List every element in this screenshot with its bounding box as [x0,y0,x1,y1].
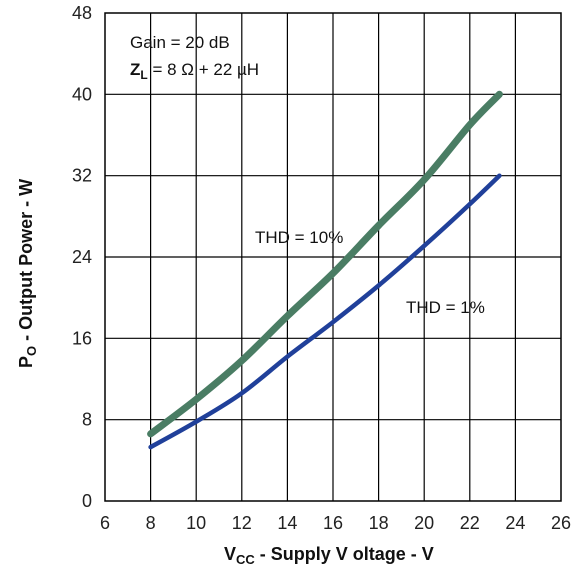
series-line-thd-1 [148,173,502,450]
x-tick-label-20: 20 [414,513,434,533]
x-axis-title: VCC - Supply V oltage - V [224,544,434,567]
x-axis-title-rest: - Supply V oltage - V [255,544,434,564]
y-tick-label-48: 48 [72,3,92,23]
x-axis-title-sub: CC [236,552,255,567]
y-tick-label-40: 40 [72,84,92,104]
series-lines [147,90,503,450]
x-tick-label-18: 18 [369,513,389,533]
series-line-thd-10 [147,90,503,438]
y-axis-title-main: P [16,356,36,368]
grid-lines [105,13,561,501]
x-tick-label-16: 16 [323,513,343,533]
zl-main: Z [130,60,140,79]
gain-annotation: Gain = 20 dB [130,33,230,52]
series-label-thd-1: THD = 1% [406,298,485,317]
x-tick-label-8: 8 [146,513,156,533]
zl-rest: = 8 Ω + 22 µH [148,60,259,79]
series-label-thd-10: THD = 10% [255,228,343,247]
x-tick-label-14: 14 [277,513,297,533]
y-tick-label-32: 32 [72,166,92,186]
x-tick-label-12: 12 [232,513,252,533]
y-tick-label-24: 24 [72,247,92,267]
y-axis-title: PO - Output Power - W [16,179,39,368]
x-axis-title-main: V [224,544,236,564]
x-tick-label-24: 24 [505,513,525,533]
x-tick-label-26: 26 [551,513,571,533]
x-tick-label-22: 22 [460,513,480,533]
x-tick-label-10: 10 [186,513,206,533]
y-tick-label-16: 16 [72,328,92,348]
x-tick-label-6: 6 [100,513,110,533]
y-tick-label-0: 0 [82,491,92,511]
y-tick-label-8: 8 [82,410,92,430]
plot-frame [104,12,562,502]
tick-labels: 6 8 10 12 14 16 18 20 22 24 26 0 8 16 24 32 40 48 [72,3,571,533]
y-axis-title-sub: O [24,346,39,356]
y-axis-title-rest: - Output Power - W [16,179,36,346]
load-impedance-annotation: ZL = 8 Ω + 22 µH [130,60,259,82]
zl-sub: L [140,68,147,82]
